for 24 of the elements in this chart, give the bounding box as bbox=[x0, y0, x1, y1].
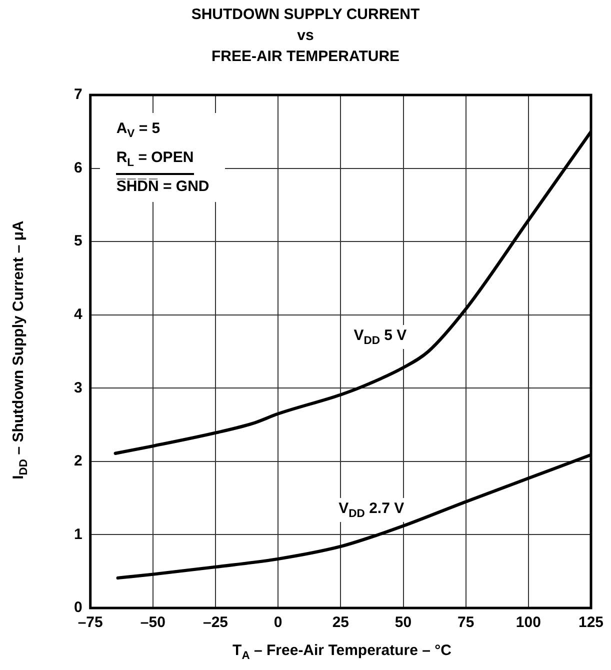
y-tick-label: 0 bbox=[74, 599, 82, 616]
annotation: A$_{V}$ = 5 bbox=[116, 119, 162, 142]
x-tick-label: 75 bbox=[457, 614, 474, 632]
y-tick-label: 3 bbox=[74, 379, 82, 396]
annotation: S̅H̅D̅N̅ = GND bbox=[116, 177, 210, 197]
y-tick-label: 5 bbox=[74, 232, 82, 250]
y-tick-label: 1 bbox=[74, 526, 82, 543]
x-tick-label: 0 bbox=[274, 614, 282, 632]
series-label: V$_{DD}$ 5 V bbox=[350, 325, 410, 350]
chart-title: SHUTDOWN SUPPLY CURRENT vs FREE-AIR TEMPERATURE bbox=[190, 5, 421, 67]
x-tick-label: 100 bbox=[516, 614, 541, 632]
x-tick-label: –50 bbox=[140, 614, 166, 632]
series-label: V$_{DD}$ 2.7 V bbox=[336, 498, 408, 522]
x-tick-label: –75 bbox=[78, 614, 103, 632]
y-tick-label: 4 bbox=[74, 306, 83, 323]
y-tick-label: 6 bbox=[74, 159, 82, 176]
x-tick-label: 25 bbox=[332, 614, 350, 632]
x-axis-title: T$_{A}$ – Free-Air Temperature – °C bbox=[232, 642, 452, 662]
x-tick-label: –25 bbox=[202, 614, 228, 632]
y-tick-label: 7 bbox=[74, 86, 82, 104]
annotation: R$_{L}$ = OPEN bbox=[116, 148, 194, 175]
y-tick-label: 2 bbox=[74, 452, 82, 470]
x-tick-label: 50 bbox=[394, 614, 412, 632]
x-tick-label: 125 bbox=[578, 614, 604, 632]
